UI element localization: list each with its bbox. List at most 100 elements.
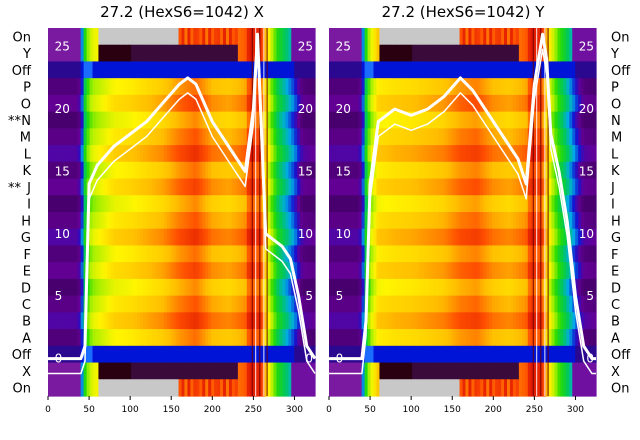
heatmap-cell (196, 44, 200, 63)
heatmap-cell (166, 212, 171, 230)
heatmap-cell (361, 178, 366, 196)
heatmap-cell (101, 329, 105, 347)
heatmap-cell (521, 228, 526, 247)
heatmap-cell (48, 278, 52, 297)
heatmap-cell (444, 28, 449, 46)
heatmap-cell (545, 245, 550, 263)
heatmap-cell (337, 329, 342, 347)
heatmap-cell (154, 161, 159, 180)
heatmap-cell (243, 262, 248, 280)
heatmap-cell (420, 278, 425, 297)
heatmap-cell (406, 145, 410, 163)
heatmap-cell (128, 61, 132, 79)
heatmap-cell (68, 262, 73, 280)
heatmap-cell (240, 111, 245, 129)
heatmap-cell (569, 195, 573, 213)
heatmap-cell (343, 212, 348, 230)
heatmap-cell (453, 295, 458, 313)
heatmap-cell (166, 195, 171, 213)
heatmap-cell (249, 312, 254, 330)
heatmap-cell (125, 379, 129, 397)
heatmap-cell (593, 345, 597, 364)
heatmap-cell (453, 161, 458, 180)
heatmap-cell (228, 111, 233, 129)
heatmap-cell (551, 178, 556, 196)
heatmap-cell (128, 312, 132, 330)
heatmap-cell (234, 312, 239, 330)
heatmap-cell (211, 278, 215, 297)
heatmap-cell (214, 128, 218, 146)
heatmap-cell (593, 128, 597, 146)
row-label: A (22, 331, 31, 346)
heatmap-cell (285, 28, 289, 46)
heatmap-cell (400, 362, 404, 380)
heatmap-cell (409, 161, 413, 180)
heatmap-cell (453, 379, 458, 397)
heatmap-cell (593, 145, 597, 163)
heatmap-cell (435, 44, 440, 63)
heatmap-cell (435, 245, 440, 263)
heatmap-cell (367, 278, 372, 297)
heatmap-cell (572, 379, 576, 397)
heatmap-cell (291, 94, 295, 113)
heatmap-cell (211, 262, 215, 280)
heatmap-cell (116, 161, 120, 180)
heatmap-cell (551, 278, 556, 297)
heatmap-cell (157, 228, 162, 247)
heatmap-cell (122, 44, 126, 63)
heatmap-cell (548, 345, 553, 364)
heatmap-cell (154, 145, 159, 163)
heatmap-cell (569, 379, 573, 397)
heatmap-cell (53, 195, 58, 213)
heatmap-cell (163, 44, 168, 63)
heatmap-cell (303, 278, 307, 297)
heatmap-cell (131, 145, 135, 163)
heatmap-cell (533, 278, 538, 297)
heatmap-cell (214, 28, 218, 46)
heatmap-cell (504, 245, 508, 263)
heatmap-cell (166, 262, 171, 280)
heatmap-cell (489, 212, 493, 230)
heatmap-cell (566, 379, 570, 397)
heatmap-cell (48, 61, 52, 79)
heatmap-cell (435, 195, 440, 213)
heatmap-cell (450, 379, 455, 397)
heatmap-cell (139, 228, 144, 247)
heatmap-cell (474, 329, 478, 347)
heatmap-cell (175, 228, 180, 247)
heatmap-cell (385, 278, 389, 297)
heatmap-cell (255, 78, 260, 96)
heatmap-cell (74, 61, 79, 79)
heatmap-cell (297, 161, 301, 180)
heatmap-cell (157, 295, 162, 313)
heatmap-cell (71, 28, 76, 46)
heatmap-cell (306, 44, 310, 63)
heatmap-cell (509, 362, 514, 380)
heatmap-cell (288, 262, 292, 280)
heatmap-cell (465, 228, 470, 247)
heatmap-cell (441, 312, 446, 330)
heatmap-cell (447, 262, 452, 280)
heatmap-cell (217, 195, 221, 213)
heatmap-cell (566, 145, 570, 163)
heatmap-cell (489, 278, 493, 297)
heatmap-cell (190, 262, 194, 280)
heatmap-cell (83, 362, 88, 380)
heatmap-cell (426, 145, 431, 163)
heatmap-cell (128, 329, 132, 347)
heatmap-cell (89, 28, 94, 46)
heatmap-cell (92, 329, 97, 347)
heatmap-cell (545, 128, 550, 146)
heatmap-cell (406, 345, 410, 364)
heatmap-cell (367, 44, 372, 63)
heatmap-cell (217, 295, 221, 313)
heatmap-cell (104, 78, 108, 96)
heatmap-cell (89, 262, 94, 280)
heatmap-cell (355, 128, 360, 146)
heatmap-cell (584, 228, 588, 247)
heatmap-cell (202, 379, 206, 397)
heatmap-cell (208, 295, 212, 313)
heatmap-cell (48, 94, 52, 113)
heatmap-cell (56, 228, 61, 247)
heatmap-cell (515, 278, 520, 297)
